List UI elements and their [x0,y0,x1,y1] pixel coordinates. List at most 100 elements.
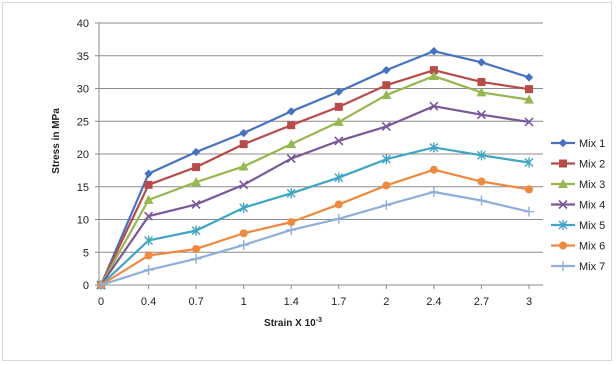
data-point-mix-3 [286,139,297,149]
data-point-mix-3 [381,90,392,100]
series-line-mix-5 [100,146,530,286]
data-point-mix-3 [524,94,534,104]
x-tick-label: 0 [98,296,104,308]
x-tick-label: 1.7 [331,296,346,308]
y-tick-label: 35 [77,51,89,63]
series-mix-7 [96,186,534,290]
legend-label: Mix 3 [579,179,605,191]
data-point-mix-5 [429,142,439,153]
gridlines [99,22,543,253]
y-tick-label: 0 [83,280,89,292]
data-point-mix-4 [524,117,534,127]
data-point-mix-4 [239,180,249,190]
series-line-mix-3 [100,74,530,286]
legend-item-mix-4: Mix 4 [551,200,605,212]
data-point-mix-6 [287,218,296,227]
data-point-mix-1 [144,169,153,178]
data-point-mix-4 [429,101,439,111]
data-point-mix-4 [381,121,391,132]
series-mix-5 [96,142,534,290]
data-point-mix-3 [476,87,487,97]
x-tick-label: 2 [383,296,389,308]
data-point-mix-5 [334,172,344,183]
legend-item-mix-7: Mix 7 [551,261,605,273]
data-point-mix-4 [191,199,201,210]
legend-item-mix-6: Mix 6 [551,241,605,253]
data-point-mix-7 [381,200,392,211]
legend-swatch-marker [558,220,568,230]
legend-item-mix-3: Mix 3 [551,179,605,191]
data-point-mix-3 [333,116,344,126]
data-point-mix-1 [382,65,391,75]
data-point-mix-7 [524,206,534,217]
x-tick-label: 1.4 [284,296,299,308]
series-line-mix-1 [99,50,530,286]
data-point-mix-7 [428,186,439,197]
data-point-mix-7 [238,240,249,251]
series-group [96,46,534,290]
data-point-mix-2 [334,102,343,111]
x-tick-label: 0.7 [188,296,203,308]
data-point-mix-6 [144,251,153,260]
legend-item-mix-2: Mix 2 [551,159,605,171]
line-chart: 0 5 10 15 20 25 30 35 40 0 0.4 0.7 1 1.4 1.7 2 2.4 2.7 3 M… [51,18,605,329]
data-point-mix-3 [143,194,154,204]
data-point-mix-7 [286,224,297,235]
data-point-mix-6 [477,177,486,186]
legend-label: Mix 5 [579,220,605,232]
data-point-mix-7 [143,264,154,275]
data-point-mix-6 [239,229,248,238]
data-point-mix-2 [382,81,391,90]
data-point-mix-5 [191,225,201,236]
data-point-mix-3 [428,71,439,81]
data-point-mix-4 [334,136,344,146]
data-point-mix-3 [238,161,249,171]
legend-label: Mix 6 [579,241,605,253]
data-point-mix-7 [96,280,106,290]
series-line-mix-6 [100,168,530,286]
legend-swatch-marker [559,241,567,250]
y-tick-label: 5 [83,247,89,259]
data-point-mix-4 [143,211,154,221]
data-point-mix-6 [382,181,391,190]
data-point-mix-2 [192,163,201,172]
data-point-mix-1 [239,128,248,138]
axes: 0 5 10 15 20 25 30 35 40 0 0.4 0.7 1 1.4 1.7 2 2.4 2.7 3 [77,18,543,308]
data-point-mix-1 [477,58,486,67]
data-point-mix-1 [524,73,534,82]
data-point-mix-3 [191,177,202,187]
x-axis-title-main: Strain X 10 [264,318,316,329]
data-point-mix-5 [381,154,391,165]
series-mix-6 [97,165,533,289]
legend-swatch-marker [558,138,568,148]
data-point-mix-2 [239,140,248,149]
series-line-mix-7 [100,190,530,287]
legend-label: Mix 7 [579,261,605,273]
legend: Mix 1 Mix 2 Mix 3 Mix 4 Mix 5 Mix 6 Mix 7 [551,138,605,273]
data-point-mix-6 [334,200,343,209]
legend-swatch-marker [558,179,568,188]
x-tick-label: 2.7 [474,296,489,308]
data-point-mix-6 [525,185,533,194]
legend-label: Mix 2 [579,159,605,171]
data-point-mix-6 [429,165,438,174]
x-axis-title-exponent: -3 [316,317,322,324]
y-tick-label: 20 [77,149,89,161]
data-point-mix-5 [524,157,534,168]
y-axis-title: Stress in MPa [51,108,62,174]
data-point-mix-1 [287,107,296,116]
data-point-mix-5 [144,235,154,246]
y-tick-label: 40 [77,18,89,30]
data-point-mix-7 [333,213,344,224]
data-point-mix-5 [476,150,486,161]
data-point-mix-1 [191,147,201,157]
x-tick-label: 1 [241,296,247,308]
data-point-mix-2 [287,121,296,130]
data-point-mix-2 [525,85,533,94]
data-point-mix-7 [476,195,487,206]
x-tick-label: 3 [526,296,532,308]
data-point-mix-6 [192,244,201,253]
data-point-mix-4 [286,154,296,164]
x-tick-label: 2.4 [426,296,441,308]
y-tick-label: 30 [77,84,89,96]
